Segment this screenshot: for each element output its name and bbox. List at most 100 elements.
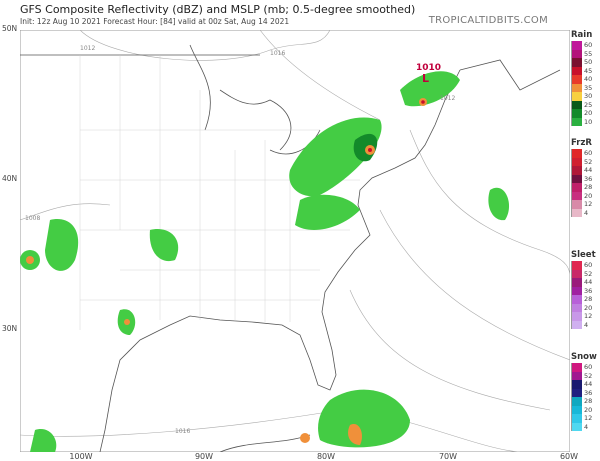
legend-value: 55 [584, 49, 593, 58]
isobar-labels: 1012 1016 1008 1012 1016 [25, 45, 455, 435]
legend-value: 25 [584, 100, 593, 109]
legend-row: 12 [571, 200, 600, 209]
low-pressure-symbol: L [422, 72, 429, 85]
lon-label: 100W [69, 452, 93, 461]
legend-row: 20 [571, 109, 600, 118]
legend-value: 35 [584, 83, 593, 92]
lat-label: 30N [2, 324, 18, 333]
legend-value: 36 [584, 388, 593, 397]
legend-row: 36 [571, 388, 600, 397]
legend-row: 28 [571, 295, 600, 304]
legend-frzr: FrzR 60 52 44 36 28 20 12 4 [571, 138, 600, 217]
lon-label: 90W [194, 452, 214, 461]
legend-value: 44 [584, 380, 593, 388]
lat-label: 50N [2, 24, 18, 33]
isobar-label: 1016 [175, 428, 190, 435]
legend-swatch [571, 75, 582, 84]
legend-row: 52 [571, 157, 600, 166]
legend-swatch [571, 66, 582, 75]
legend-value: 60 [584, 149, 593, 157]
legend-value: 12 [584, 312, 593, 320]
legend-row: 4 [571, 422, 600, 431]
legend-swatch [571, 208, 582, 217]
legend-rain: Rain 60 55 50 45 40 35 30 25 20 10 [571, 30, 600, 126]
map-subtitle: Init: 12z Aug 10 2021 Forecast Hour: [84… [20, 17, 290, 26]
legend-title: Sleet [571, 250, 596, 260]
legend-value: 52 [584, 269, 593, 278]
legend-row: 60 [571, 363, 600, 372]
legend-row: 52 [571, 269, 600, 278]
reflectivity-echoes [20, 71, 510, 452]
legend-swatch [571, 269, 582, 278]
legend-row: 60 [571, 41, 600, 50]
legend-row: 12 [571, 312, 600, 321]
legend-value: 60 [584, 363, 593, 371]
lon-label: 70W [438, 452, 458, 461]
legend-value: 20 [584, 405, 593, 414]
legend-value: 36 [584, 174, 593, 183]
legend-row: 60 [571, 149, 600, 158]
legend-value: 20 [584, 191, 593, 200]
legend-swatch [571, 303, 582, 312]
isobar-label: 1008 [25, 215, 40, 222]
legend-row: 44 [571, 278, 600, 287]
lat-label: 40N [2, 174, 18, 183]
legend-swatch [571, 200, 582, 209]
reflectivity-map: 1012 1016 1008 1012 1016 1010 L [20, 30, 570, 452]
legend-value: 36 [584, 286, 593, 295]
legend-swatch [571, 49, 582, 58]
legend-swatch [571, 397, 582, 406]
legend-swatch [571, 58, 582, 67]
legend-row: 20 [571, 405, 600, 414]
legend-swatch [571, 278, 582, 287]
legend-swatch [571, 414, 582, 423]
legend-value: 4 [584, 208, 589, 217]
legend-row: 10 [571, 117, 600, 126]
legend-value: 52 [584, 157, 593, 166]
legend-swatch [571, 109, 582, 118]
legend-row: 40 [571, 75, 600, 84]
legend-value: 60 [584, 41, 593, 49]
legend-value: 30 [584, 92, 593, 100]
low-pressure-value: 1010 [416, 63, 441, 73]
legend-swatch [571, 157, 582, 166]
legend-value: 60 [584, 261, 593, 269]
legend-swatch [571, 286, 582, 295]
legend-value: 50 [584, 58, 593, 66]
legend-swatch [571, 320, 582, 329]
legend-swatch [571, 83, 582, 92]
legend-value: 20 [584, 109, 593, 117]
legend-swatch [571, 92, 582, 101]
legend-row: 44 [571, 166, 600, 175]
legend-swatch [571, 405, 582, 414]
lon-label: 80W [316, 452, 336, 461]
legend-value: 28 [584, 397, 593, 405]
legend-swatch [571, 100, 582, 109]
legend-row: 20 [571, 303, 600, 312]
legend-title: Snow [571, 352, 597, 362]
legend-snow: Snow 60 52 44 36 28 20 12 4 [571, 352, 600, 431]
legend-row: 28 [571, 397, 600, 406]
legend-value: 28 [584, 183, 593, 191]
brand-watermark: TROPICALTIDBITS.COM [428, 15, 548, 26]
map-title: GFS Composite Reflectivity (dBZ) and MSL… [20, 3, 416, 16]
legend-swatch [571, 388, 582, 397]
legend-row: 55 [571, 49, 600, 58]
legend-value: 45 [584, 66, 593, 75]
isobar-label: 1016 [270, 50, 285, 57]
legend-swatch [571, 166, 582, 175]
legend-row: 60 [571, 261, 600, 270]
legend-row: 44 [571, 380, 600, 389]
legend-swatch [571, 371, 582, 380]
legend-value: 4 [584, 422, 589, 431]
legend-swatch [571, 312, 582, 321]
legend-row: 28 [571, 183, 600, 192]
legend-row: 20 [571, 191, 600, 200]
legend-row: 30 [571, 92, 600, 101]
legend-swatch [571, 422, 582, 431]
lon-label: 60W [559, 452, 579, 461]
legend-value: 44 [584, 166, 593, 174]
state-borders [79, 55, 360, 330]
legend-row: 4 [571, 320, 600, 329]
legend-row: 36 [571, 286, 600, 295]
